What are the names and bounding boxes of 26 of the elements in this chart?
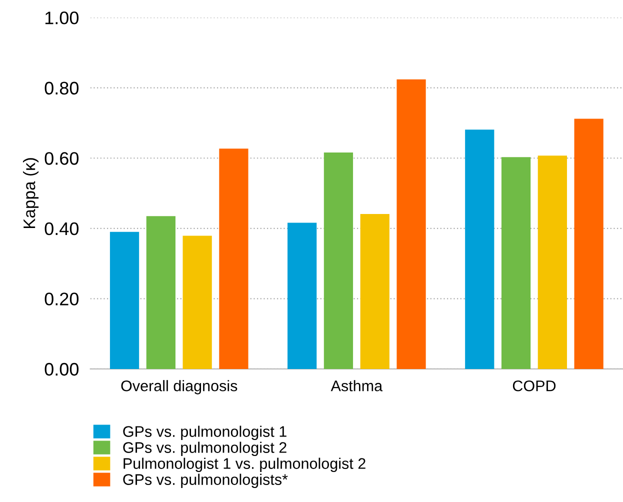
y-tick-label: 0.80 bbox=[44, 82, 79, 95]
bar bbox=[360, 214, 390, 369]
y-tick-label: 0.00 bbox=[44, 362, 79, 376]
legend-label: GPs vs. pulmonologists* bbox=[123, 474, 288, 488]
x-tick-label: Asthma bbox=[330, 380, 383, 392]
y-tick-label: 0.20 bbox=[44, 292, 79, 306]
legend-label: Pulmonologist 1 vs. pulmonologist 2 bbox=[124, 458, 366, 472]
bar bbox=[219, 148, 248, 369]
bar bbox=[465, 130, 494, 369]
bar bbox=[146, 216, 176, 369]
legend-label: GPs vs. pulmonologist 1 bbox=[123, 426, 286, 440]
bar bbox=[574, 118, 604, 369]
bar bbox=[288, 222, 317, 369]
bar bbox=[324, 152, 354, 369]
bar bbox=[501, 157, 531, 369]
y-tick-label: 0.60 bbox=[44, 152, 79, 165]
x-tick-label: Overall diagnosis bbox=[121, 380, 238, 394]
bar bbox=[110, 232, 140, 369]
y-tick-label: 0.40 bbox=[44, 222, 79, 236]
bar bbox=[538, 156, 567, 369]
y-axis-title: Kappa (κ) bbox=[22, 158, 39, 228]
y-tick-label: 1.00 bbox=[45, 12, 79, 24]
bar bbox=[182, 236, 212, 369]
bar bbox=[396, 79, 426, 369]
x-tick-label: COPD bbox=[512, 380, 556, 392]
legend-label: GPs vs. pulmonologist 2 bbox=[123, 442, 286, 456]
